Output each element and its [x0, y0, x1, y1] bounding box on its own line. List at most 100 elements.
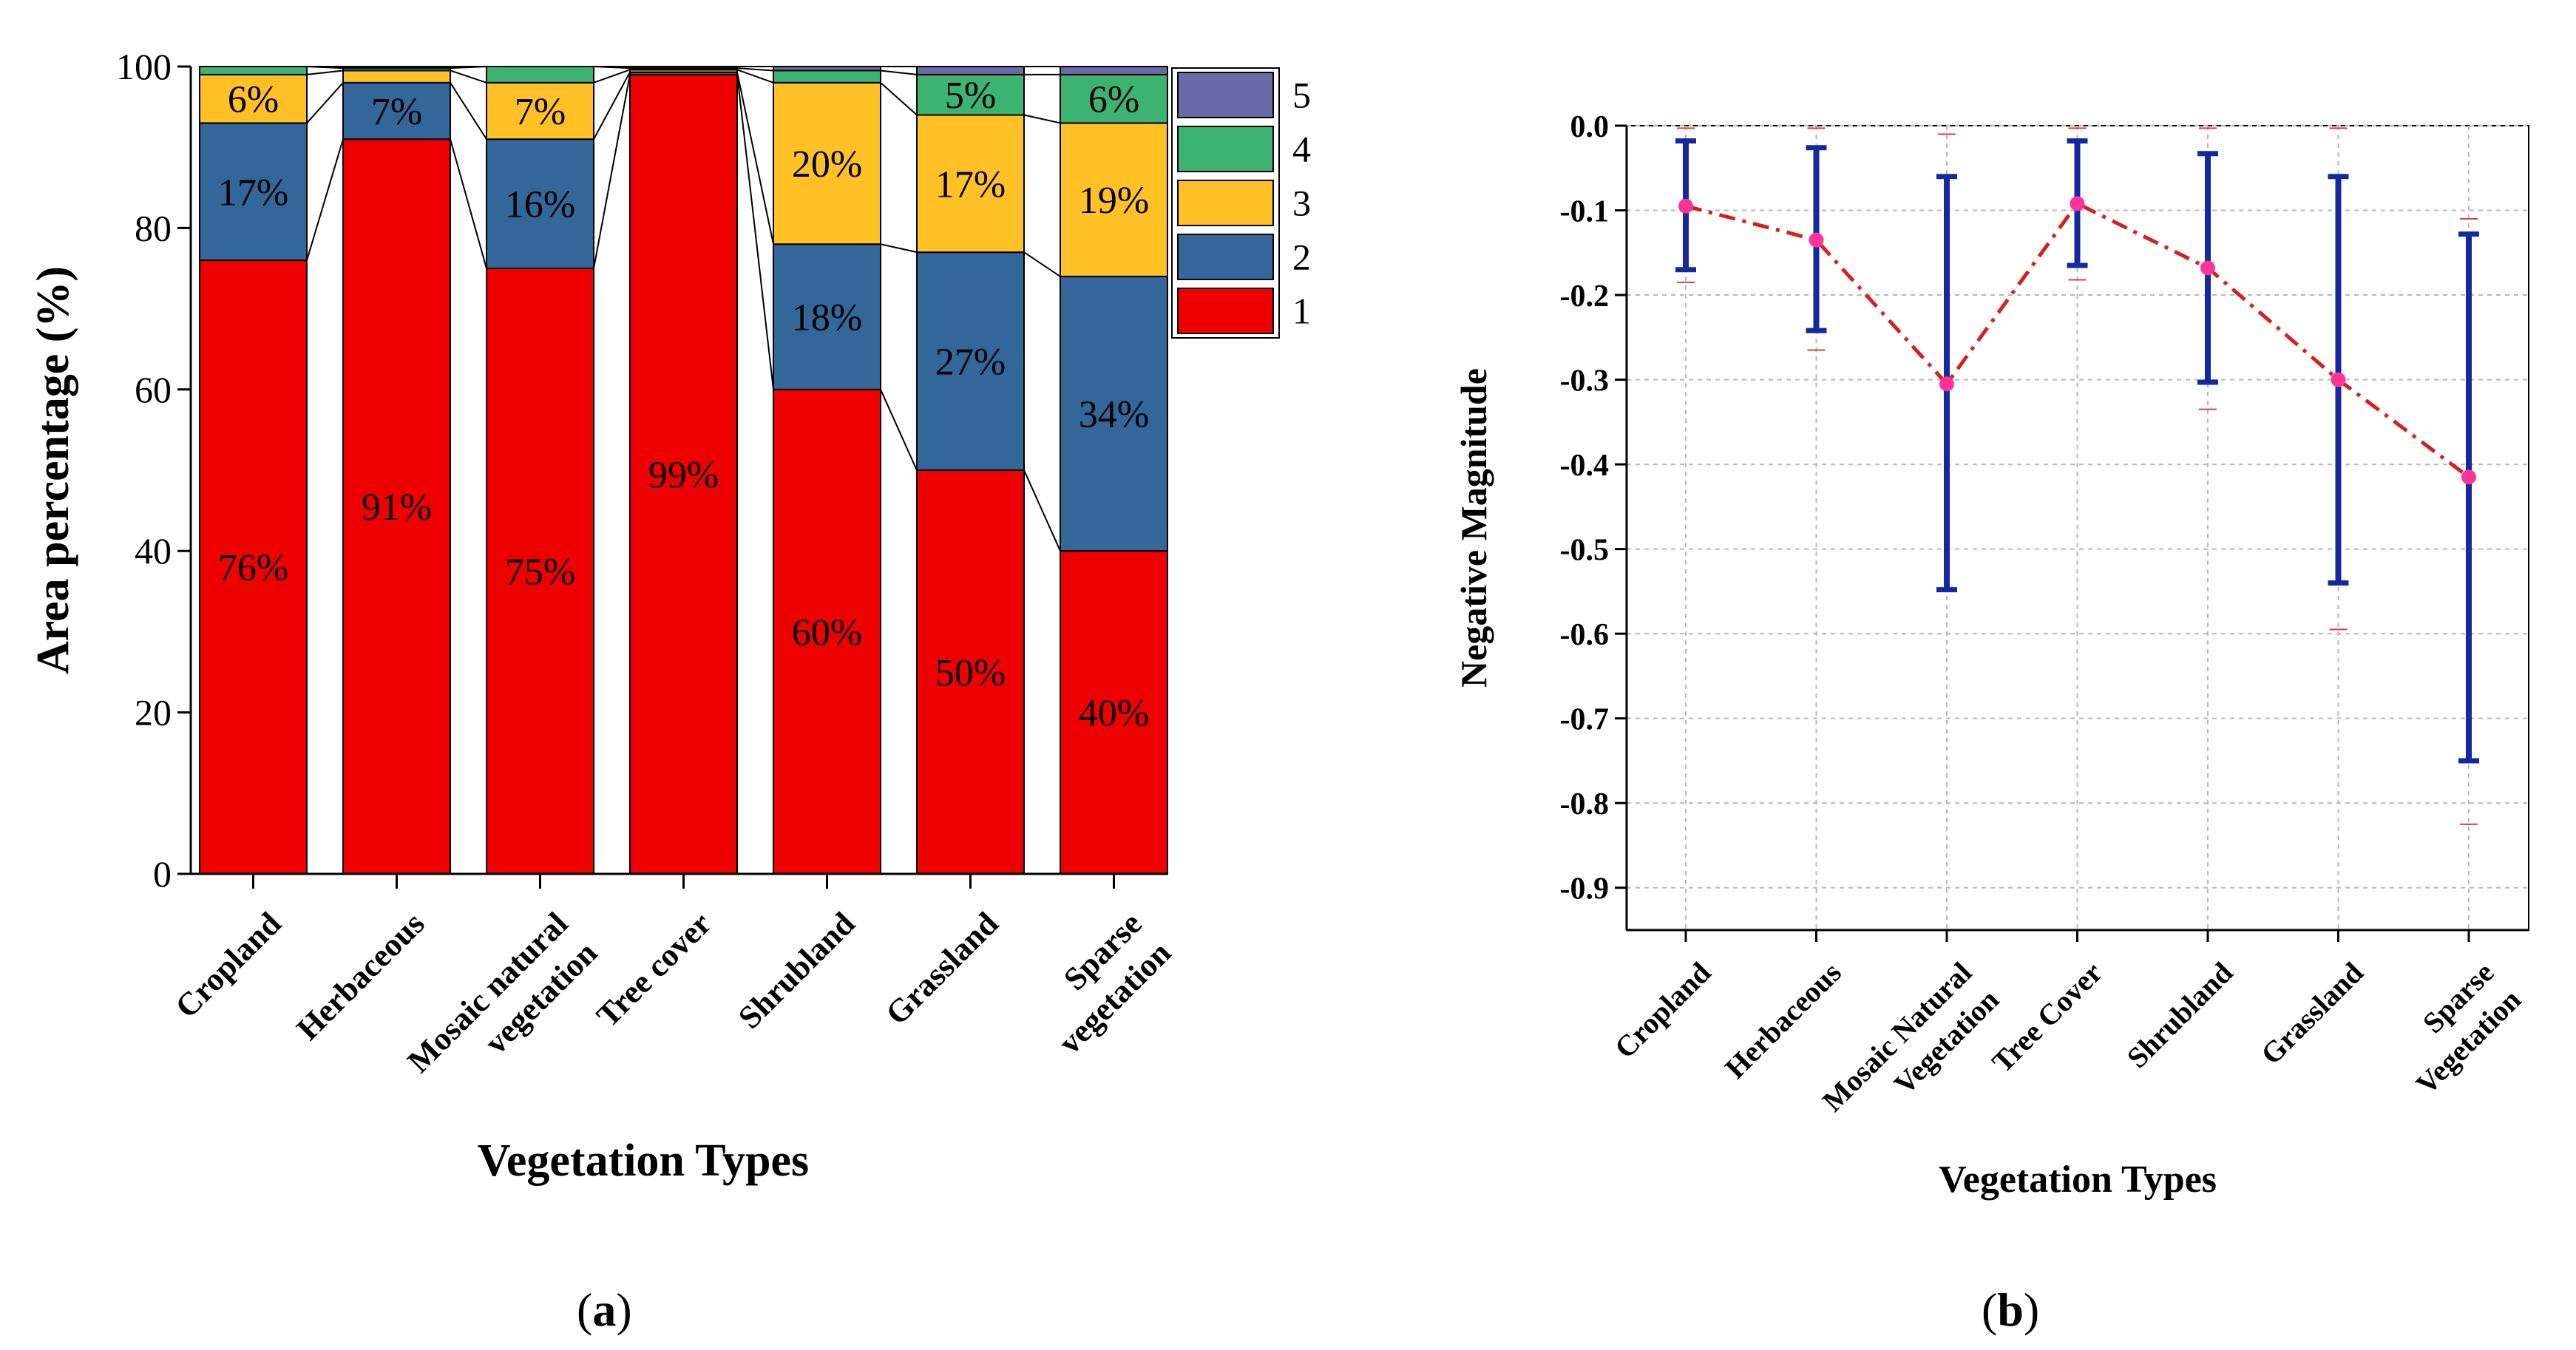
y-tick-label: -0.9 [1560, 872, 1610, 906]
x-axis-title: Vegetation Types [478, 1136, 809, 1186]
x-tick-label: Mosaic NaturalVegetation [1816, 956, 2005, 1145]
y-tick-label: -0.6 [1560, 618, 1610, 652]
x-tick-label-line: Tree cover [589, 905, 718, 1034]
y-tick-label: 100 [116, 46, 172, 87]
connector-line [450, 69, 487, 84]
y-tick-label: 0 [153, 853, 172, 895]
data-label: 18% [792, 297, 862, 339]
data-label: 17% [935, 163, 1006, 206]
data-label: 34% [1079, 394, 1149, 436]
connector-line [1023, 469, 1061, 552]
data-label: 5% [945, 75, 996, 117]
data-label: 19% [1079, 180, 1149, 222]
y-axis-title: Area percentage (%) [28, 266, 78, 674]
x-tick-label-line: Shrubland [2121, 956, 2240, 1075]
bar-segment-2 [916, 251, 1025, 471]
y-tick-label: -0.8 [1560, 787, 1610, 821]
connector-line [450, 82, 487, 140]
data-label: 99% [648, 454, 719, 496]
connector-line [306, 82, 344, 124]
panel-letter-a: a [592, 1283, 617, 1336]
data-label: 50% [935, 652, 1006, 694]
panel-label-b: (b) [1982, 1283, 2040, 1336]
data-label: 17% [218, 172, 288, 214]
y-tick-label: 20 [135, 692, 172, 733]
mean-point [1678, 198, 1693, 214]
mean-point [2461, 469, 2476, 485]
connector-line [593, 74, 631, 269]
panel-letter-b: b [1997, 1283, 2024, 1336]
data-label: 6% [1088, 79, 1139, 121]
y-tick-label: -0.4 [1560, 449, 1610, 483]
data-label: 16% [505, 184, 575, 226]
x-tick-label: Grassland [2254, 956, 2370, 1071]
y-tick-label: -0.5 [1560, 534, 1610, 568]
bar-segment-3 [1060, 122, 1168, 277]
legend-label-2: 2 [1292, 237, 1311, 278]
x-axis-title: Vegetation Types [1939, 1159, 2217, 1201]
x-tick-label: Tree Cover [1985, 956, 2109, 1079]
x-tick-label: Cropland [169, 905, 288, 1025]
x-tick-label: Cropland [1608, 956, 1718, 1065]
x-tick-label-line: Cropland [1608, 956, 1718, 1065]
x-tick-label: Tree cover [589, 905, 718, 1034]
bar-segment-2 [1060, 275, 1168, 552]
data-label: 7% [371, 91, 422, 133]
legend-swatch-4 [1177, 126, 1274, 172]
y-tick-label: 0.0 [1570, 110, 1610, 144]
stacked-bar-chart: 76%17%6%91%7%75%16%7%99%60%18%20%50%27%1… [28, 46, 1311, 1186]
bar-segment-5 [773, 66, 881, 72]
legend-label-5: 5 [1292, 75, 1311, 116]
x-tick-label-line: Grassland [2254, 956, 2370, 1071]
bar-segment-1 [486, 268, 594, 875]
x-tick-label: Shrubland [731, 905, 861, 1035]
bar-segment-4 [486, 66, 594, 84]
legend-swatch-2 [1177, 234, 1274, 280]
x-tick-label: Sparsevegetation [1022, 905, 1178, 1061]
bar-segment-3 [486, 81, 594, 140]
bar-segment-2 [199, 122, 308, 262]
connector-line [306, 138, 344, 261]
connector-line [736, 74, 774, 390]
bar-segment-4 [773, 69, 881, 84]
x-tick-label: SparseVegetation [2382, 956, 2527, 1101]
bar-segment-1 [773, 388, 881, 875]
connector-line [593, 72, 631, 140]
bar-segment-1 [199, 260, 308, 875]
x-tick-label-line: Cropland [169, 905, 288, 1025]
connector-line [736, 72, 774, 245]
connector-line [736, 67, 774, 72]
x-tick-label: Shrubland [2121, 956, 2240, 1075]
x-tick-label: Herbaceous [290, 905, 432, 1047]
bar-segment-2 [342, 81, 451, 140]
legend-label-4: 4 [1292, 129, 1311, 170]
y-tick-label: 60 [135, 369, 172, 410]
data-label: 60% [792, 611, 862, 654]
data-label: 40% [1079, 693, 1149, 735]
legend-swatch-3 [1177, 180, 1274, 226]
y-tick-label: -0.3 [1560, 364, 1610, 398]
y-tick-label: -0.7 [1560, 703, 1610, 737]
connector-line [880, 69, 918, 75]
bar-segment-5 [916, 66, 1025, 75]
connector-line [1023, 114, 1061, 124]
mean-point [2070, 196, 2085, 211]
x-tick-label: Mosaic naturalvegetation [401, 905, 605, 1109]
data-label: 20% [792, 143, 862, 186]
mean-point [1939, 376, 1954, 392]
y-tick-label: 80 [135, 207, 172, 248]
error-bar-line-chart: 0.0 -0.1 -0.2 -0.3 -0.4 -0.5 -0.6 -0.7 -0.8 -0.9 C… [1453, 110, 2529, 1201]
connector-line [880, 389, 918, 471]
connector-line [450, 139, 487, 269]
x-tick-label-line: Grassland [878, 905, 1005, 1031]
bar-segment-2 [486, 138, 594, 269]
y-tick-label: -0.2 [1560, 279, 1610, 313]
bar-segment-5 [342, 66, 451, 69]
mean-point [1809, 232, 1824, 248]
bar-segment-5 [629, 66, 738, 69]
x-tick-label-line: Tree Cover [1985, 956, 2109, 1079]
bar-segment-1 [342, 138, 451, 875]
panel-label-a: (a) [577, 1283, 632, 1336]
connector-line [736, 69, 774, 84]
